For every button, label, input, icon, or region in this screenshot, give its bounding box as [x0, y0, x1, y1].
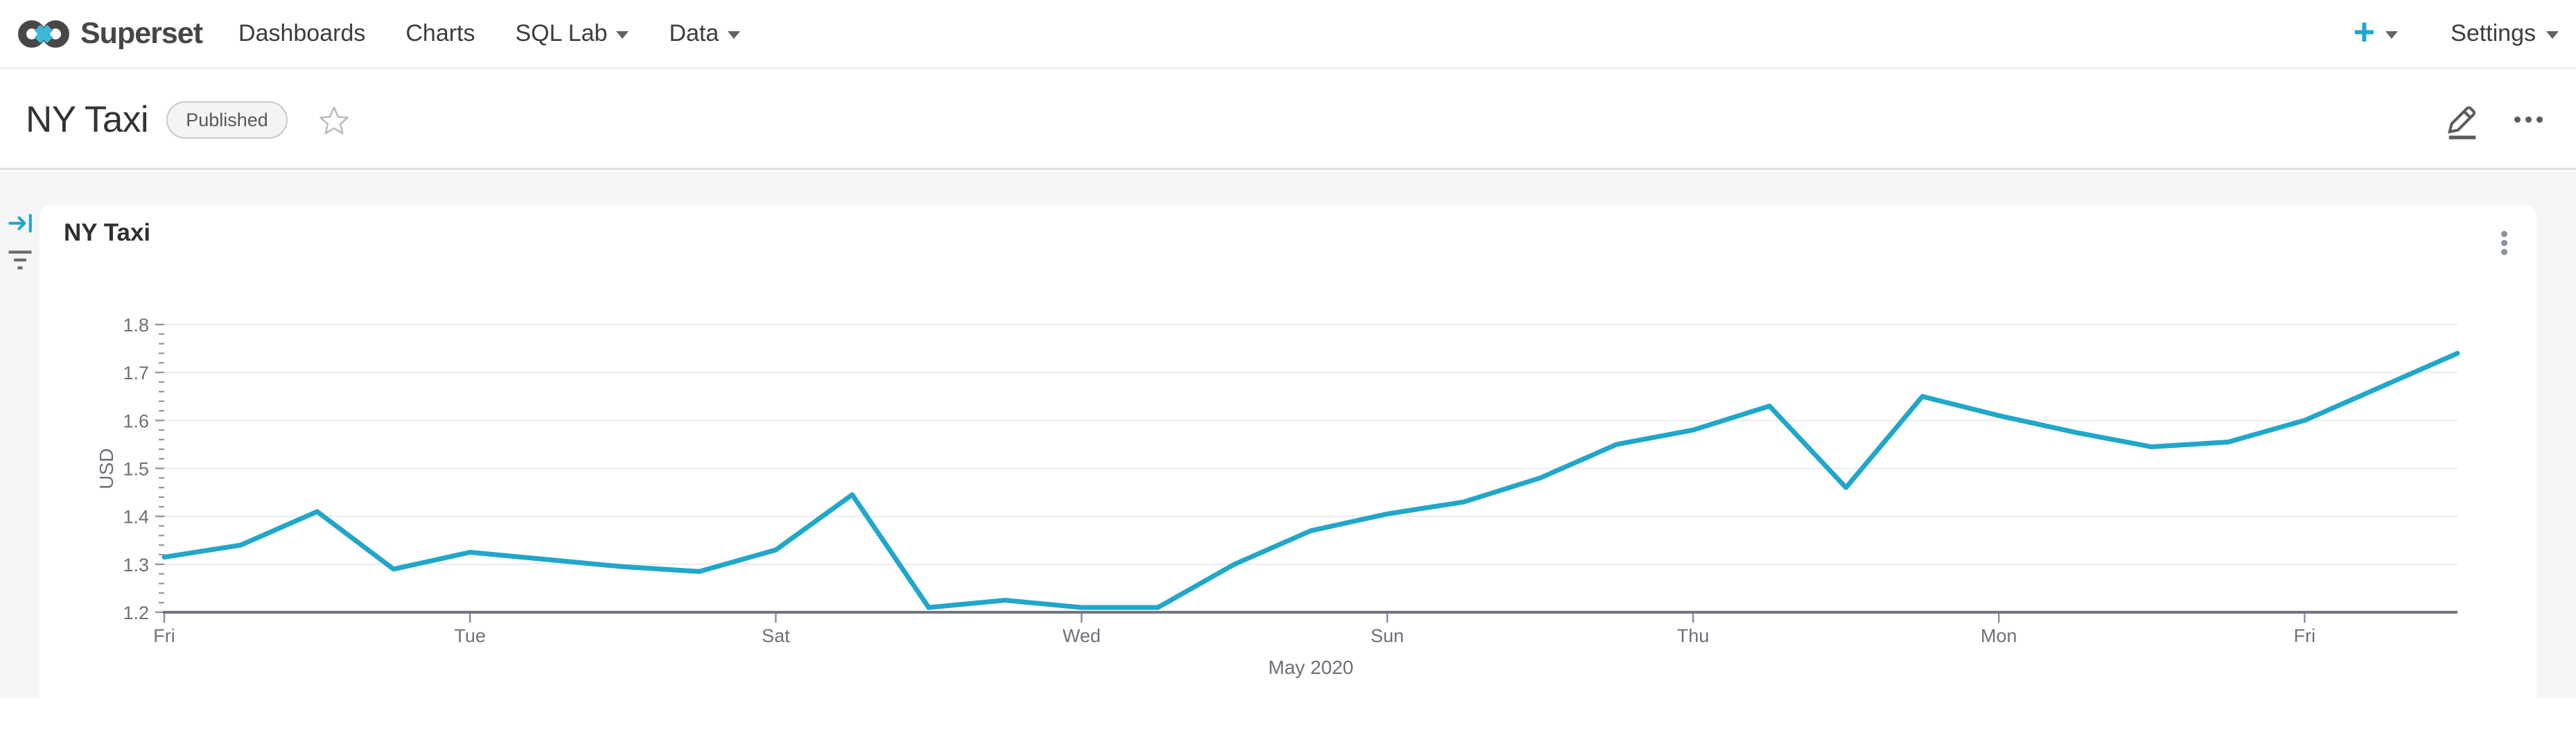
- chevron-down-icon: [2546, 31, 2559, 39]
- superset-logo-icon: [18, 19, 69, 48]
- x-tick-label: Sun: [1371, 625, 1404, 646]
- header-actions: [2444, 101, 2547, 139]
- y-tick-label: 1.5: [123, 459, 149, 480]
- kebab-dot: [2501, 231, 2507, 237]
- y-tick-label: 1.6: [123, 410, 149, 431]
- x-tick-label: Fri: [2294, 625, 2315, 646]
- filter-lines-icon: [8, 250, 32, 270]
- chart-card: NY Taxi 1.2 1.3 1.4 1.5 1.6 1.7 1.8 Fri Tue Sat We…: [40, 205, 2536, 753]
- settings-menu[interactable]: Settings: [2451, 20, 2559, 47]
- x-tick-label: Wed: [1062, 625, 1101, 646]
- x-tick-label: Thu: [1677, 625, 1710, 646]
- y-tick-label: 1.4: [123, 507, 149, 528]
- settings-label: Settings: [2451, 20, 2536, 46]
- nav-item-label: SQL Lab: [515, 20, 608, 46]
- chart-title: NY Taxi: [64, 219, 151, 246]
- edit-dashboard-button[interactable]: [2444, 101, 2481, 139]
- more-options-button[interactable]: [2510, 112, 2547, 127]
- x-tick-label: Tue: [454, 625, 486, 646]
- ellipsis-dot: [2525, 116, 2532, 123]
- y-axis-label: USD: [96, 448, 117, 489]
- y-tick-label: 1.8: [123, 315, 149, 336]
- pencil-edit-icon: [2447, 105, 2476, 139]
- nav-item-sql-lab[interactable]: SQL Lab: [516, 20, 629, 47]
- x-tick-label: Sat: [762, 625, 790, 646]
- nav-item-data[interactable]: Data: [669, 20, 741, 47]
- y-tick-label: 1.7: [123, 363, 149, 383]
- kebab-dot: [2501, 240, 2507, 246]
- expand-filter-bar-button[interactable]: [8, 212, 33, 238]
- x-axis-label: May 2020: [1268, 657, 1353, 678]
- nav-item-label: Charts: [405, 20, 475, 46]
- x-tick-label: Mon: [1981, 625, 2017, 646]
- chevron-down-icon: [616, 31, 629, 39]
- kebab-dot: [2501, 249, 2507, 255]
- nav-item-label: Data: [669, 20, 719, 46]
- navbar: Superset Dashboards Charts SQL Lab Data …: [0, 0, 2576, 69]
- y-tick-label: 1.2: [123, 603, 149, 623]
- page-title: NY Taxi: [26, 99, 149, 140]
- line-chart[interactable]: 1.2 1.3 1.4 1.5 1.6 1.7 1.8 Fri Tue Sat Wed Sun Thu M…: [40, 205, 2536, 698]
- dashboard-body: NY Taxi 1.2 1.3 1.4 1.5 1.6 1.7 1.8 Fri Tue Sat We…: [0, 172, 2576, 753]
- navbar-right: + Settings: [2353, 10, 2559, 53]
- chart-options-kebab-icon[interactable]: [2498, 228, 2510, 258]
- dashboard-header: NY Taxi Published: [0, 71, 2576, 170]
- data-series-line: [161, 351, 2460, 610]
- plus-icon: +: [2353, 10, 2376, 53]
- y-tick-label: 1.3: [123, 555, 149, 575]
- nav-item-charts[interactable]: Charts: [405, 20, 475, 47]
- line-chart-svg: 1.2 1.3 1.4 1.5 1.6 1.7 1.8 Fri Tue Sat Wed Sun Thu M…: [96, 315, 2460, 678]
- arrow-to-bar-icon: [8, 214, 32, 233]
- chevron-down-icon: [2385, 31, 2399, 39]
- star-icon: [319, 106, 349, 135]
- chevron-down-icon: [728, 31, 741, 39]
- x-tick-label: Fri: [153, 625, 175, 646]
- filter-list-button[interactable]: [7, 248, 33, 275]
- nav-item-label: Dashboards: [238, 20, 366, 46]
- nav-item-dashboards[interactable]: Dashboards: [238, 20, 365, 47]
- brand-home-link[interactable]: Superset: [15, 17, 203, 51]
- ellipsis-dot: [2514, 116, 2521, 123]
- published-status-badge[interactable]: Published: [166, 101, 288, 139]
- new-item-button[interactable]: +: [2353, 10, 2399, 53]
- ellipsis-dot: [2536, 116, 2543, 123]
- favorite-star-button[interactable]: [318, 105, 350, 135]
- nav-links: Dashboards Charts SQL Lab Data: [238, 20, 741, 47]
- brand-name: Superset: [80, 17, 203, 50]
